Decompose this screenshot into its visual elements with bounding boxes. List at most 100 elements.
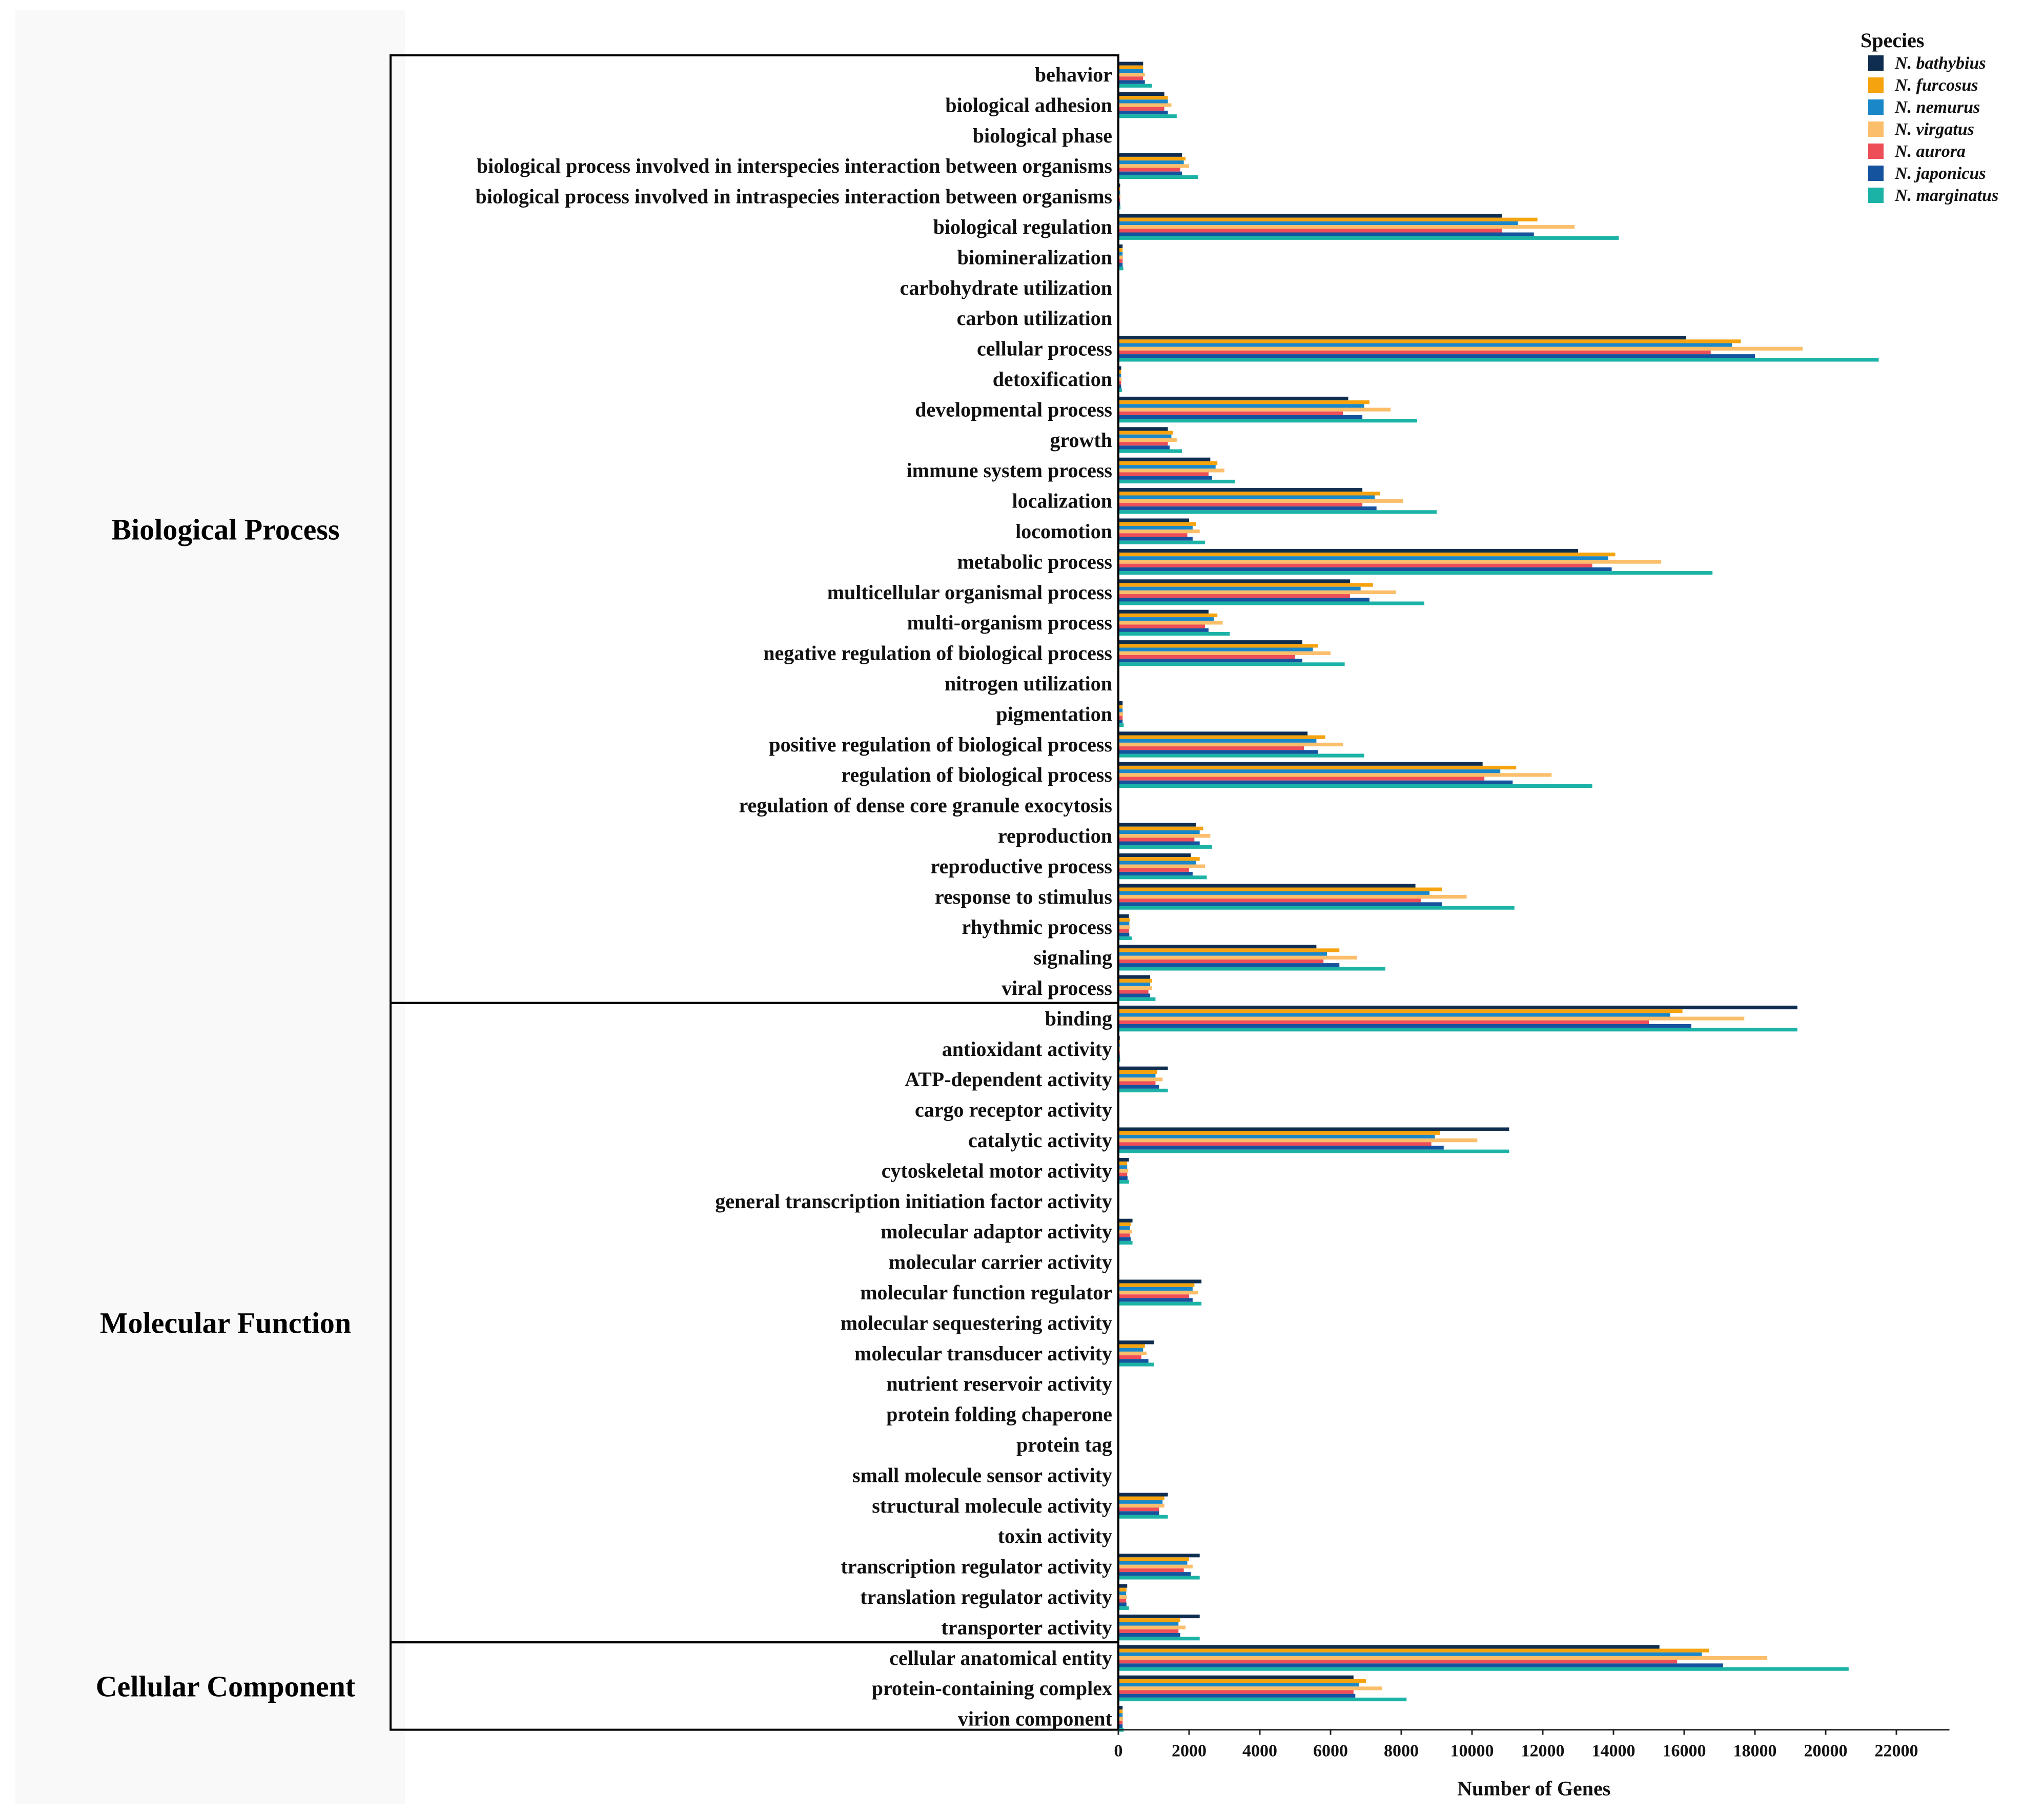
x-tick-label-20000: 20000: [1804, 1742, 1848, 1761]
bar-catalytic-activity-n-virgatus: [1118, 1138, 1478, 1143]
category-label-protein-containing-complex: protein-containing complex: [872, 1677, 1112, 1700]
bar-multi-organism-process-n-japonicus: [1118, 628, 1209, 632]
category-label-cargo-receptor-activity: cargo receptor activity: [915, 1098, 1112, 1122]
category-label-toxin-activity: toxin activity: [998, 1524, 1112, 1547]
bar-developmental-process-n-marginatus: [1118, 419, 1418, 423]
bar-transporter-activity-n-virgatus: [1118, 1625, 1186, 1629]
bar-reproductive-process-n-virgatus: [1118, 864, 1205, 868]
bar-biological-process-involved-in-interspecies-interaction-between-organisms-n-japonicus: [1118, 171, 1182, 175]
legend-swatch-n-aurora: [1868, 144, 1884, 159]
bar-cellular-anatomical-entity-n-furcosus: [1118, 1648, 1709, 1653]
bar-regulation-of-biological-process-n-japonicus: [1118, 780, 1513, 784]
bar-signaling-n-virgatus: [1118, 955, 1357, 960]
bar-cellular-process-n-furcosus: [1118, 339, 1741, 343]
bar-developmental-process-n-virgatus: [1118, 407, 1391, 412]
legend-label-n-aurora: N. aurora: [1894, 142, 1966, 161]
x-tick-label-22000: 22000: [1875, 1742, 1918, 1761]
bar-locomotion-n-japonicus: [1118, 537, 1193, 541]
bar-biological-adhesion-n-nemurus: [1118, 99, 1168, 104]
bar-molecular-transducer-activity-n-japonicus: [1118, 1359, 1149, 1363]
bar-transcription-regulator-activity-n-bathybius: [1118, 1554, 1200, 1558]
bar-binding-n-aurora: [1118, 1020, 1649, 1024]
bar-biological-process-involved-in-intraspecies-interaction-between-organisms-n-marginatus: [1118, 206, 1121, 210]
bar-developmental-process-n-japonicus: [1118, 415, 1363, 419]
bar-protein-containing-complex-n-furcosus: [1118, 1679, 1366, 1683]
bar-molecular-transducer-activity-n-virgatus: [1118, 1351, 1147, 1356]
bar-locomotion-n-marginatus: [1118, 540, 1205, 544]
bar-reproductive-process-n-furcosus: [1118, 857, 1200, 861]
bar-transporter-activity-n-bathybius: [1118, 1614, 1200, 1619]
category-label-antioxidant-activity: antioxidant activity: [942, 1037, 1112, 1061]
category-label-signaling: signaling: [1034, 946, 1112, 969]
category-label-reproduction: reproduction: [998, 824, 1112, 847]
bar-behavior-n-virgatus: [1118, 73, 1145, 77]
x-tick-label-6000: 6000: [1313, 1742, 1348, 1761]
bar-regulation-of-biological-process-n-marginatus: [1118, 784, 1592, 788]
bar-structural-molecule-activity-n-furcosus: [1118, 1496, 1164, 1500]
bar-multi-organism-process-n-furcosus: [1118, 613, 1218, 618]
bar-molecular-function-regulator-n-nemurus: [1118, 1287, 1193, 1291]
category-label-nutrient-reservoir-activity: nutrient reservoir activity: [886, 1372, 1112, 1395]
category-label-reproductive-process: reproductive process: [931, 854, 1112, 878]
category-label-biological-regulation: biological regulation: [933, 215, 1112, 238]
category-label-rhythmic-process: rhythmic process: [962, 915, 1112, 939]
bar-multicellular-organismal-process-n-virgatus: [1118, 590, 1396, 595]
bar-multicellular-organismal-process-n-aurora: [1118, 594, 1350, 598]
bar-multi-organism-process-n-marginatus: [1118, 631, 1230, 636]
group-label-cellular-component: Cellular Component: [96, 1669, 356, 1703]
bar-molecular-adaptor-activity-n-nemurus: [1118, 1226, 1130, 1230]
bar-pigmentation-n-aurora: [1118, 716, 1123, 720]
legend-swatch-n-nemurus: [1868, 99, 1884, 115]
bar-protein-containing-complex-n-aurora: [1118, 1690, 1354, 1694]
bar-multi-organism-process-n-aurora: [1118, 624, 1205, 628]
bar-detoxification-n-japonicus: [1118, 384, 1121, 389]
bar-translation-regulator-activity-n-japonicus: [1118, 1602, 1127, 1606]
bar-metabolic-process-n-nemurus: [1118, 556, 1608, 560]
category-label-molecular-function-regulator: molecular function regulator: [860, 1281, 1112, 1304]
legend-label-n-nemurus: N. nemurus: [1894, 98, 1980, 117]
bar-virion-component-n-japonicus: [1118, 1724, 1123, 1728]
bar-multicellular-organismal-process-n-furcosus: [1118, 583, 1373, 587]
category-label-virion-component: virion component: [958, 1707, 1113, 1730]
bar-response-to-stimulus-n-marginatus: [1118, 906, 1515, 910]
bar-positive-regulation-of-biological-process-n-aurora: [1118, 746, 1304, 750]
category-label-detoxification: detoxification: [993, 368, 1112, 391]
x-tick-label-12000: 12000: [1521, 1742, 1565, 1761]
bar-cytoskeletal-motor-activity-n-nemurus: [1118, 1165, 1128, 1169]
bar-structural-molecule-activity-n-virgatus: [1118, 1503, 1164, 1508]
category-label-negative-regulation-of-biological-process: negative regulation of biological proces…: [763, 642, 1112, 665]
bar-transcription-regulator-activity-n-aurora: [1118, 1568, 1184, 1573]
bar-multi-organism-process-n-bathybius: [1118, 609, 1209, 614]
category-label-biological-process-involved-in-intraspecies-interaction-between-organisms: biological process involved in intraspec…: [475, 185, 1112, 208]
bar-transcription-regulator-activity-n-nemurus: [1118, 1561, 1188, 1565]
bar-immune-system-process-n-bathybius: [1118, 457, 1211, 461]
bar-negative-regulation-of-biological-process-n-nemurus: [1118, 647, 1313, 651]
bar-transcription-regulator-activity-n-virgatus: [1118, 1564, 1193, 1568]
bar-signaling-n-furcosus: [1118, 948, 1340, 952]
bar-signaling-n-bathybius: [1118, 945, 1317, 949]
bar-immune-system-process-n-japonicus: [1118, 476, 1212, 480]
category-label-biomineralization: biomineralization: [957, 246, 1112, 269]
bar-catalytic-activity-n-bathybius: [1118, 1127, 1509, 1131]
bar-multicellular-organismal-process-n-japonicus: [1118, 598, 1370, 602]
category-label-viral-process: viral process: [1001, 976, 1112, 1000]
bar-binding-n-japonicus: [1118, 1024, 1691, 1028]
bar-metabolic-process-n-virgatus: [1118, 560, 1662, 564]
legend-swatch-n-virgatus: [1868, 121, 1884, 137]
bar-molecular-function-regulator-n-aurora: [1118, 1294, 1189, 1298]
bar-translation-regulator-activity-n-aurora: [1118, 1599, 1127, 1603]
bar-locomotion-n-furcosus: [1118, 522, 1196, 526]
bar-catalytic-activity-n-marginatus: [1118, 1149, 1509, 1153]
bar-molecular-adaptor-activity-n-marginatus: [1118, 1240, 1133, 1245]
bar-atp-dependent-activity-n-bathybius: [1118, 1066, 1168, 1070]
bar-biological-regulation-n-virgatus: [1118, 225, 1575, 229]
bar-viral-process-n-bathybius: [1118, 975, 1151, 979]
bar-cellular-anatomical-entity-n-bathybius: [1118, 1645, 1660, 1649]
bar-protein-containing-complex-n-virgatus: [1118, 1686, 1382, 1690]
bar-reproductive-process-n-japonicus: [1118, 871, 1193, 876]
bar-structural-molecule-activity-n-japonicus: [1118, 1511, 1159, 1515]
bar-positive-regulation-of-biological-process-n-japonicus: [1118, 750, 1318, 754]
bar-signaling-n-japonicus: [1118, 963, 1340, 967]
category-label-cellular-process: cellular process: [977, 337, 1112, 360]
bar-metabolic-process-n-aurora: [1118, 563, 1592, 567]
